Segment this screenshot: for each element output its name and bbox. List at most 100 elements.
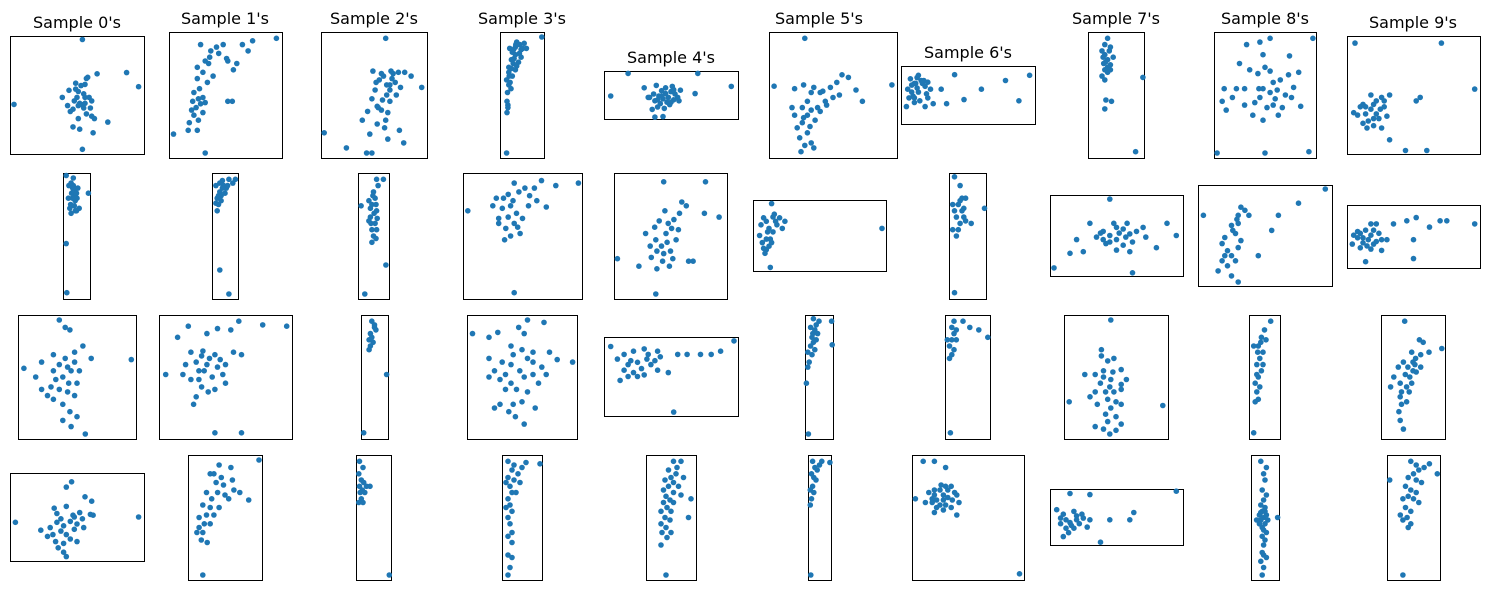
data-point: [38, 527, 44, 533]
data-point: [688, 496, 694, 502]
data-point: [1275, 112, 1282, 118]
data-point: [1370, 122, 1377, 129]
panel-r0-c2: [321, 32, 428, 159]
data-point: [817, 108, 823, 115]
data-point: [663, 230, 669, 237]
data-point: [194, 127, 201, 134]
data-point: [954, 512, 960, 518]
data-point: [940, 507, 947, 513]
data-point: [679, 199, 685, 205]
data-point: [370, 68, 376, 74]
data-point: [807, 502, 814, 508]
data-point: [532, 405, 538, 411]
data-point: [1310, 35, 1316, 42]
data-point: [509, 467, 515, 473]
data-point: [1127, 517, 1133, 523]
data-point: [949, 337, 955, 343]
data-point: [63, 172, 69, 179]
data-point: [212, 386, 218, 393]
data-point: [1403, 384, 1410, 390]
axes-frame: [753, 200, 887, 272]
data-point: [1434, 471, 1441, 477]
data-point: [1410, 368, 1416, 374]
axes-frame: [1381, 315, 1446, 440]
data-point: [200, 502, 206, 508]
panel-r2-c8: [1249, 315, 1281, 440]
data-point: [1250, 430, 1257, 436]
data-point: [222, 492, 228, 498]
data-point: [810, 330, 816, 337]
data-point: [245, 48, 251, 54]
data-point: [511, 289, 517, 296]
data-point: [1219, 98, 1225, 105]
data-point: [1092, 423, 1098, 430]
data-point: [511, 220, 517, 227]
axes-frame: [1050, 489, 1184, 546]
data-point: [1373, 221, 1380, 227]
data-point: [362, 489, 368, 496]
data-point: [366, 197, 372, 204]
data-point: [1360, 240, 1366, 246]
data-point: [1370, 241, 1377, 247]
data-point: [503, 479, 509, 486]
data-point: [951, 330, 957, 337]
data-point: [1267, 68, 1273, 74]
data-point: [1413, 98, 1419, 104]
data-point: [71, 514, 78, 520]
data-point: [670, 409, 677, 415]
data-point: [123, 69, 130, 76]
data-point: [1079, 511, 1085, 517]
data-point: [469, 330, 476, 337]
data-point: [1258, 558, 1264, 565]
data-point: [1376, 230, 1382, 237]
data-point: [1252, 99, 1258, 106]
data-point: [1111, 220, 1117, 227]
data-point: [663, 524, 669, 531]
data-point: [546, 349, 553, 356]
data-point: [369, 226, 375, 233]
panel-r3-c7: [1050, 488, 1184, 546]
panel-r0-c1: [169, 32, 283, 159]
data-point: [1426, 349, 1432, 356]
data-point: [1267, 89, 1273, 96]
data-point: [808, 496, 815, 502]
data-point: [1378, 125, 1385, 131]
data-point: [957, 182, 963, 189]
data-point: [373, 235, 379, 242]
data-point: [507, 502, 513, 508]
data-point: [76, 509, 83, 516]
axes-frame: [1387, 455, 1441, 581]
data-point: [814, 467, 820, 473]
data-point: [1118, 386, 1124, 393]
data-point: [321, 130, 328, 136]
data-point: [1123, 376, 1130, 383]
data-point: [465, 208, 471, 214]
data-point: [21, 365, 27, 372]
data-point: [690, 258, 696, 265]
data-point: [807, 324, 814, 331]
data-point: [170, 131, 177, 137]
data-point: [225, 98, 231, 105]
data-point: [1073, 517, 1080, 523]
data-point: [654, 367, 661, 374]
data-point: [214, 208, 220, 214]
data-point: [812, 346, 818, 353]
data-point: [491, 405, 498, 411]
data-point: [1097, 380, 1104, 387]
data-point: [1124, 220, 1130, 227]
data-point: [695, 70, 701, 77]
data-point: [182, 361, 189, 368]
data-point: [50, 351, 57, 358]
data-point: [1386, 477, 1393, 483]
data-point: [1405, 524, 1411, 531]
data-point: [667, 517, 673, 523]
data-point: [1228, 222, 1235, 229]
data-point: [215, 192, 222, 199]
data-point: [217, 180, 223, 186]
data-point: [763, 236, 770, 242]
data-point: [1386, 137, 1393, 143]
data-point: [668, 225, 675, 232]
data-point: [938, 86, 944, 92]
data-point: [515, 324, 522, 331]
data-point: [1257, 39, 1263, 45]
